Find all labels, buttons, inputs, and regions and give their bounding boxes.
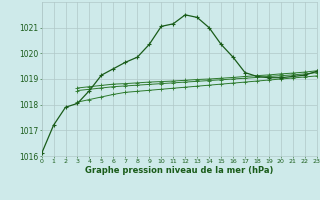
X-axis label: Graphe pression niveau de la mer (hPa): Graphe pression niveau de la mer (hPa) <box>85 166 273 175</box>
